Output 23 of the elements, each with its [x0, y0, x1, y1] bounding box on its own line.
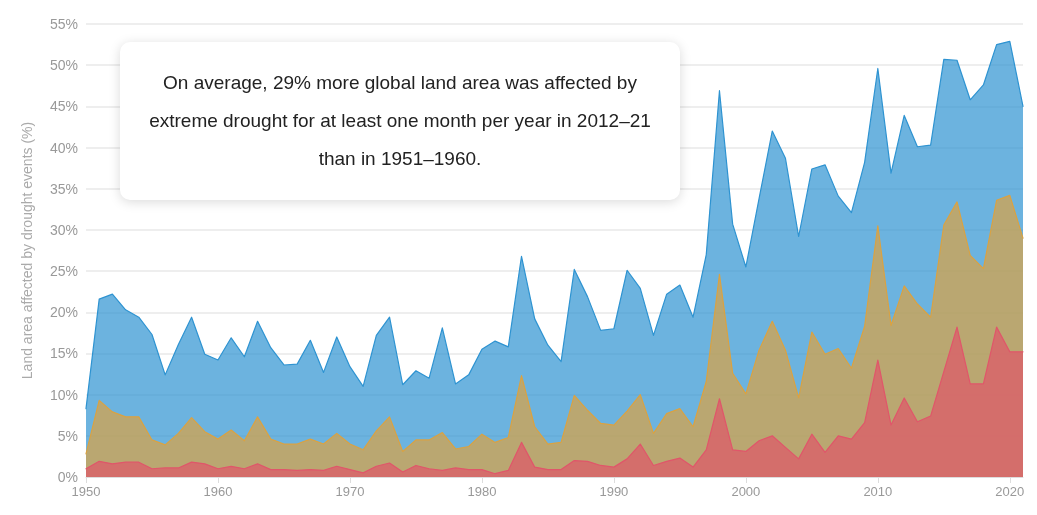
- y-tick-label: 20%: [49, 304, 78, 321]
- x-tick-label: 1970: [335, 484, 365, 499]
- x-tick-label: 1990: [599, 484, 629, 499]
- x-tick-label: 2020: [995, 484, 1025, 499]
- y-tick-label: 50%: [49, 57, 78, 74]
- y-tick-label: 45%: [49, 98, 78, 115]
- y-tick-label: 25%: [49, 263, 78, 280]
- y-tick-label: 5%: [57, 427, 78, 444]
- y-tick-label: 30%: [49, 221, 78, 238]
- y-axis-title: Land area affected by drought events (%): [19, 121, 35, 380]
- annotation: On average, 29% more global land area was affected by extreme drought for at least one month per year in 2012–21 than in 1951–1960.: [148, 71, 652, 171]
- y-tick-label: 15%: [49, 345, 78, 362]
- callout-box: On average, 29% more global land area was affected by extreme drought for at least one month per year in 2012–21 than in 1951–1960.: [120, 42, 680, 200]
- x-tick-label: 1950: [71, 484, 101, 499]
- x-tick-label: 2010: [863, 484, 893, 499]
- x-tick-label: 1980: [467, 484, 497, 499]
- x-tick-label: 2000: [731, 484, 761, 499]
- y-tick-label: 40%: [49, 139, 78, 156]
- y-tick-label: 0%: [57, 469, 78, 485]
- y-tick-label: 55%: [49, 16, 78, 32]
- y-tick-label: 10%: [49, 386, 78, 403]
- x-tick-label: 1960: [203, 484, 233, 499]
- y-tick-label: 35%: [49, 180, 78, 197]
